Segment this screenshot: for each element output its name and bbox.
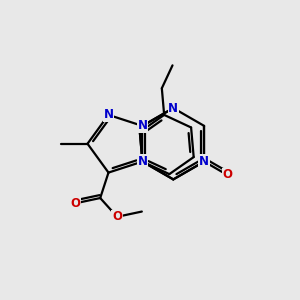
- Text: N: N: [103, 108, 113, 122]
- Text: N: N: [168, 102, 178, 115]
- Text: O: O: [222, 168, 232, 182]
- Text: N: N: [199, 155, 209, 168]
- Text: N: N: [137, 119, 147, 132]
- Text: O: O: [70, 197, 80, 210]
- Text: O: O: [112, 210, 122, 223]
- Text: N: N: [137, 155, 147, 168]
